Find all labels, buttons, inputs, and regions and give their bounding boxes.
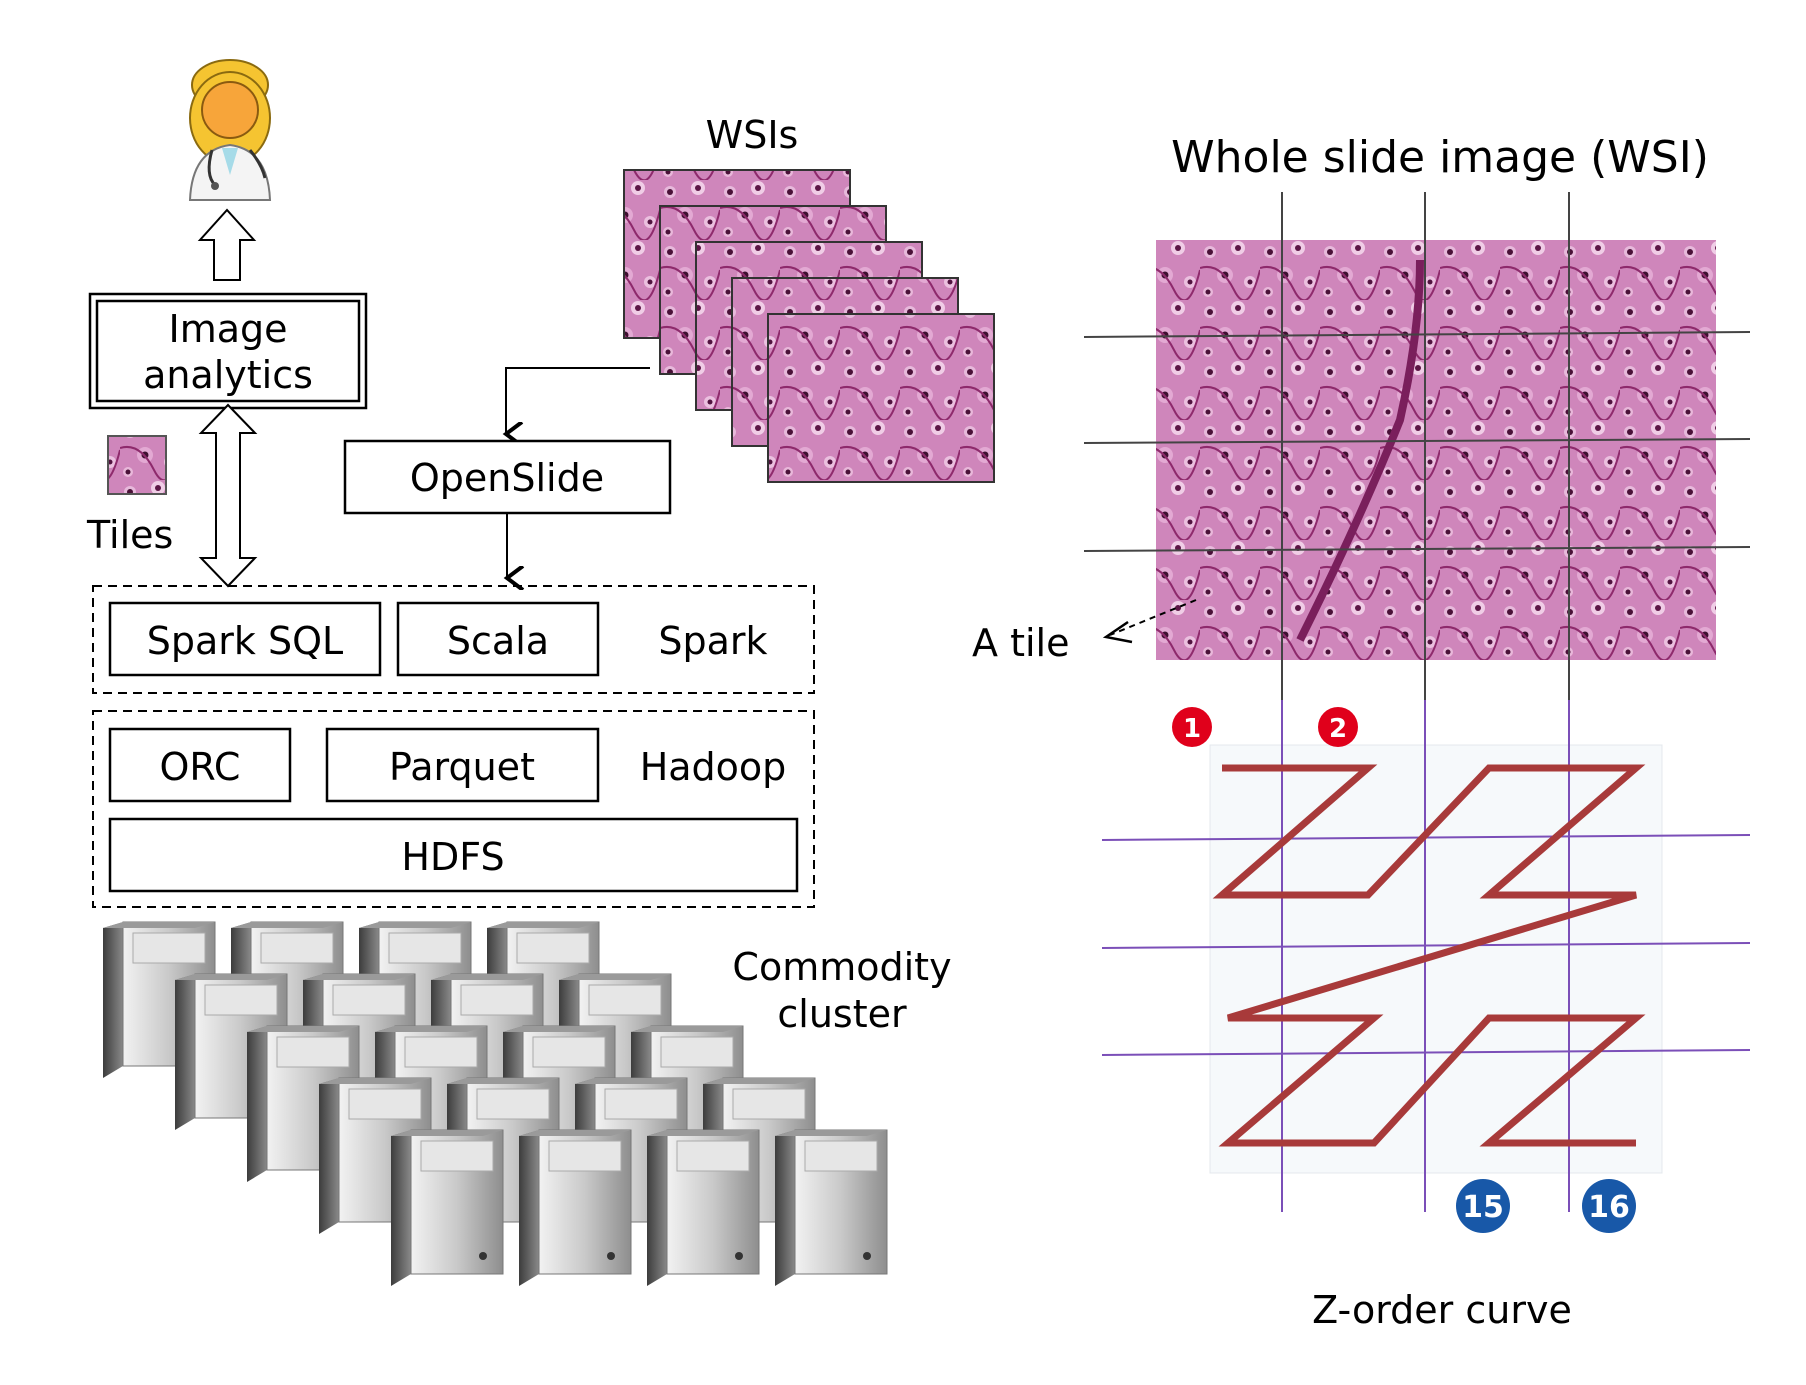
- badge-second-label: 2: [1329, 714, 1347, 744]
- scala-label: Scala: [447, 619, 549, 663]
- server-icon: [175, 973, 288, 1130]
- zorder-panel: [1209, 744, 1663, 1174]
- image-analytics-line2: analytics: [143, 353, 313, 397]
- parquet-label: Parquet: [389, 745, 535, 789]
- badge-fifteenth: 15: [1456, 1179, 1510, 1233]
- spark-sql-label: Spark SQL: [147, 619, 343, 663]
- image-analytics-box: Image analytics: [88, 292, 368, 410]
- server-icon: [775, 1129, 888, 1286]
- cluster-label-line2: cluster: [777, 992, 907, 1036]
- badge-first: 1: [1172, 707, 1212, 747]
- hadoop-label: Hadoop: [640, 745, 787, 789]
- spark-sql-box: [108, 601, 382, 677]
- image-analytics-line1: Image: [168, 307, 287, 351]
- a-tile-arrow: [1109, 599, 1197, 636]
- tile-thumbnail: [107, 435, 167, 495]
- badge-sixteenth-label: 16: [1588, 1190, 1630, 1225]
- spark-label: Spark: [658, 619, 767, 663]
- bidirectional-arrow-icon: [198, 403, 258, 588]
- wsi-image: [1156, 240, 1716, 660]
- scala-box: [396, 601, 600, 677]
- zorder-label: Z-order curve: [1312, 1288, 1572, 1332]
- server-icon: [391, 1129, 504, 1286]
- badge-fifteenth-label: 15: [1462, 1190, 1504, 1225]
- badge-second: 2: [1318, 707, 1358, 747]
- wsi-vessel: [1296, 259, 1424, 642]
- wsi-grid-hline-2: [1083, 438, 1751, 444]
- hdfs-label: HDFS: [401, 835, 504, 879]
- server-cluster: [103, 921, 888, 1286]
- wsis-label: WSIs: [706, 113, 799, 157]
- openslide-box: OpenSlide: [343, 439, 672, 515]
- server-icon: [519, 1129, 632, 1286]
- zorder-grid-hline-3: [1101, 1049, 1751, 1056]
- wsi-stack: [623, 169, 995, 483]
- orc-label: ORC: [160, 745, 241, 789]
- wsi-grid: [1083, 192, 1751, 710]
- wsi-title: Whole slide image (WSI): [1171, 132, 1709, 183]
- wsi-grid-hline-3: [1083, 546, 1751, 552]
- wsi-grid-hline-1: [1083, 331, 1751, 338]
- parquet-box: [325, 727, 600, 803]
- z-order-curve: [1212, 764, 1646, 1147]
- openslide-label: OpenSlide: [410, 456, 604, 500]
- wsi-to-openslide-connector: [506, 367, 650, 434]
- doctor-avatar: [188, 59, 272, 201]
- orc-box: [108, 727, 292, 803]
- server-icon: [647, 1129, 760, 1286]
- hdfs-box: [108, 817, 799, 893]
- hadoop-layer: ORC Parquet Hadoop HDFS: [92, 710, 815, 908]
- a-tile-arrowhead-icon: [1102, 620, 1133, 644]
- up-arrow-icon: [197, 208, 257, 281]
- zorder-grid-hline-2: [1101, 942, 1751, 949]
- spark-layer: Spark SQL Scala Spark: [92, 585, 815, 694]
- tiles-label: Tiles: [86, 513, 173, 557]
- badge-first-label: 1: [1183, 714, 1201, 744]
- a-tile-label: A tile: [972, 621, 1069, 665]
- server-icon: [247, 1025, 360, 1182]
- cluster-label-line1: Commodity: [732, 945, 951, 989]
- badge-sixteenth: 16: [1582, 1179, 1636, 1233]
